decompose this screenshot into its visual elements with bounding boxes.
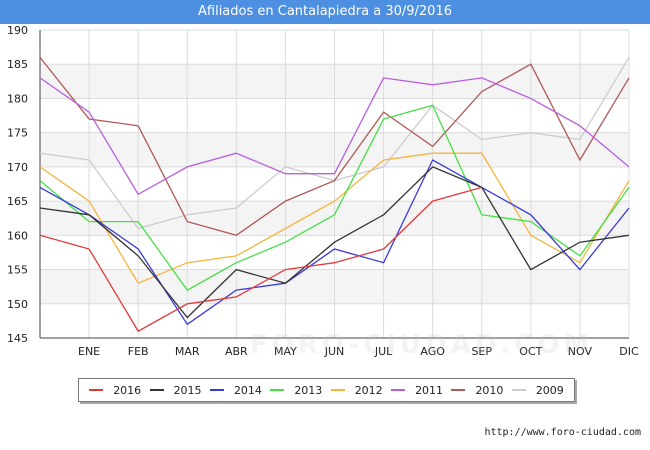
- series-line-2015: [39, 166, 630, 319]
- x-tick-label: NOV: [568, 345, 593, 358]
- legend-swatch: [89, 389, 104, 391]
- legend-label: 2014: [233, 383, 262, 397]
- y-tick-label: 180: [7, 92, 28, 105]
- x-tick-label: MAR: [175, 345, 200, 358]
- x-tick-label: JUN: [324, 345, 345, 358]
- legend-label: 2016: [113, 383, 142, 397]
- legend-swatch: [149, 389, 164, 391]
- legend-label: 2015: [173, 383, 202, 397]
- y-tick-label: 155: [7, 264, 28, 277]
- chart-title: Afiliados en Cantalapiedra a 30/9/2016: [198, 4, 452, 19]
- legend-item-2015: 2015: [149, 383, 202, 397]
- legend-item-2013: 2013: [270, 384, 322, 397]
- title-bar: [0, 0, 650, 24]
- y-tick-label: 170: [7, 161, 28, 174]
- y-tick-label: 160: [7, 229, 28, 242]
- legend-item-2014: 2014: [209, 383, 262, 397]
- x-tick-label: ABR: [225, 345, 248, 358]
- x-tick-label: OCT: [519, 345, 542, 358]
- watermark: FORO-CIUDAD.COM: [250, 330, 594, 360]
- line-chart: 145 150 155 160 165 170 175 180 185 190 ENE FEB MAR A…: [7, 24, 639, 358]
- series-line-2013: [39, 104, 630, 291]
- y-tick-label: 175: [7, 127, 28, 140]
- legend-label: 2009: [535, 383, 564, 397]
- legend: 2016 2015 2014 2013 2012 2011 2010 2009: [78, 378, 575, 402]
- legend-item-2016: 2016: [89, 384, 141, 397]
- legend-label: 2010: [475, 383, 504, 397]
- legend-item-2009: 2009: [511, 383, 564, 397]
- legend-label: 2012: [354, 383, 383, 397]
- legend-swatch: [451, 389, 466, 391]
- legend-label: 2011: [415, 383, 444, 397]
- y-tick-label: 165: [7, 195, 28, 208]
- legend-label: 2013: [294, 383, 323, 397]
- y-tick-label: 185: [7, 58, 28, 71]
- y-tick-label: 145: [7, 332, 28, 345]
- series-line-2010: [39, 56, 630, 237]
- legend-item-2012: 2012: [330, 383, 383, 397]
- legend-swatch: [391, 389, 406, 391]
- series-line-2011: [39, 77, 630, 196]
- series-line-2016: [39, 186, 482, 333]
- series-line-2014: [39, 159, 630, 326]
- x-tick-label: DIC: [619, 345, 639, 358]
- x-tick-label: MAY: [274, 345, 297, 358]
- x-tick-label: SEP: [471, 345, 492, 358]
- x-tick-label: ENE: [78, 345, 100, 358]
- legend-swatch: [270, 389, 285, 391]
- y-tick-label: 190: [7, 24, 28, 37]
- source-url: http://www.foro-ciudad.com: [484, 427, 641, 438]
- legend-item-2010: 2010: [451, 384, 503, 397]
- series-line-2012: [39, 152, 630, 285]
- legend-swatch: [511, 389, 526, 391]
- x-tick-label: FEB: [128, 345, 149, 358]
- x-tick-label: AGO: [420, 345, 445, 358]
- legend-item-2011: 2011: [391, 384, 443, 397]
- y-tick-label: 150: [7, 298, 28, 311]
- legend-swatch: [330, 389, 345, 391]
- legend-swatch: [209, 389, 224, 391]
- x-tick-label: JUL: [374, 345, 393, 358]
